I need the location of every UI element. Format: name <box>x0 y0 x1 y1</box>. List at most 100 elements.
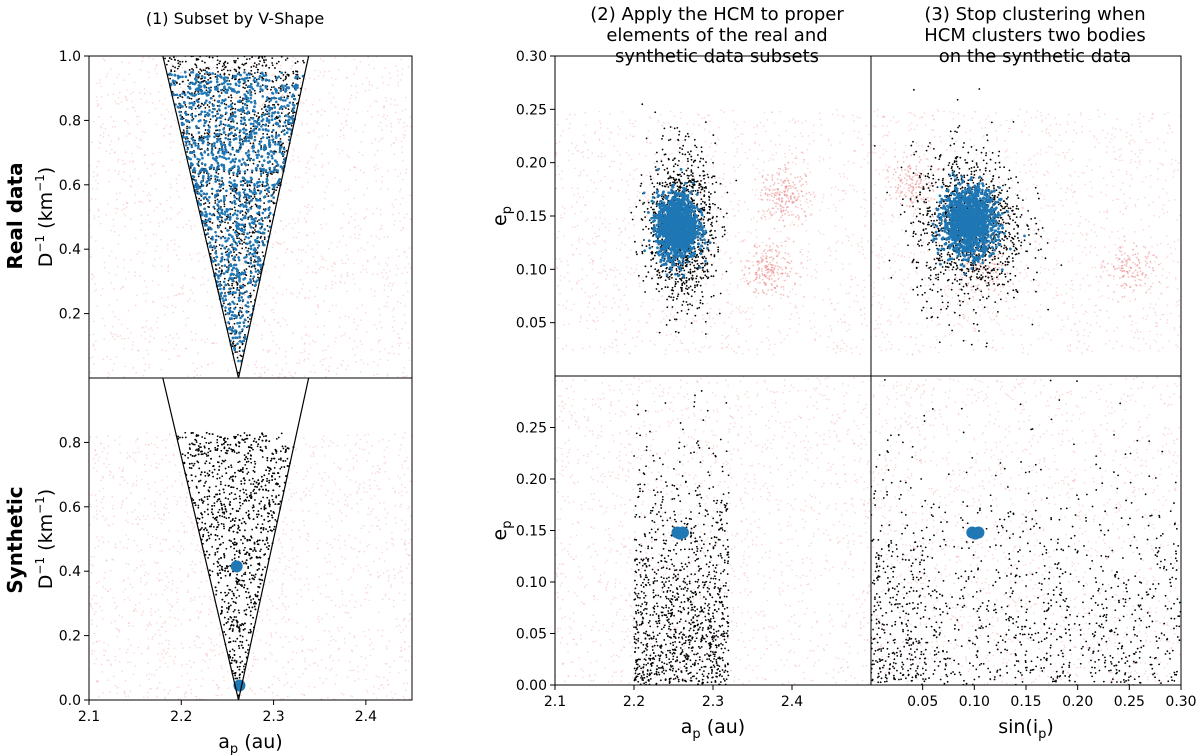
background-point <box>338 326 341 328</box>
subset-point <box>257 68 260 71</box>
cluster-point <box>243 71 246 74</box>
cluster-point <box>268 139 271 142</box>
subset-point <box>229 326 232 328</box>
background-point <box>140 222 143 225</box>
background-point <box>123 690 126 693</box>
background-point <box>178 258 181 261</box>
cluster-point <box>243 228 246 232</box>
cluster-point <box>216 203 219 206</box>
background-point <box>94 240 97 243</box>
background-point <box>378 350 381 353</box>
background-point <box>149 335 152 337</box>
background-point <box>259 610 261 613</box>
background-point <box>390 130 393 133</box>
background-point <box>363 171 365 174</box>
cluster-point <box>230 131 233 135</box>
cluster-point <box>246 76 249 80</box>
vshape-right-edge <box>237 56 310 378</box>
cluster-point <box>260 115 264 118</box>
background-point <box>306 110 309 113</box>
subset-point <box>195 66 198 69</box>
background-point <box>277 376 280 378</box>
background-point <box>317 615 320 618</box>
background-point <box>141 261 144 264</box>
background-point <box>191 155 194 157</box>
subset-point <box>231 208 234 211</box>
cluster-point <box>237 90 241 94</box>
subset-point <box>237 371 240 374</box>
cluster-point <box>267 152 271 156</box>
cluster-point <box>263 184 267 188</box>
background-point <box>331 84 334 86</box>
subset-point <box>263 61 266 64</box>
cluster-point <box>278 115 281 118</box>
subset-point <box>272 124 275 127</box>
background-point <box>334 261 336 264</box>
cluster-point <box>234 83 238 87</box>
background-point <box>132 159 134 162</box>
subset-point <box>245 84 248 87</box>
background-point <box>255 84 257 86</box>
cluster-point <box>232 138 236 141</box>
cluster-point <box>215 80 219 84</box>
background-point <box>183 187 186 189</box>
background-point <box>149 200 151 203</box>
background-point <box>136 123 139 126</box>
background-point <box>355 96 357 99</box>
background-point <box>379 468 382 471</box>
background-point <box>191 135 193 138</box>
background-point <box>185 496 188 498</box>
cluster-point <box>260 71 264 74</box>
background-point <box>281 590 284 592</box>
subset-point <box>208 182 211 185</box>
subset-point <box>236 286 239 289</box>
cluster-point <box>268 166 272 170</box>
cluster-point <box>212 166 216 170</box>
subset-point <box>239 238 242 241</box>
background-point <box>365 215 367 218</box>
col2-title-line2: elements of the real and <box>606 25 827 46</box>
cluster-point <box>184 143 188 147</box>
cluster-point <box>215 169 218 172</box>
cluster-point <box>273 183 276 187</box>
subset-point <box>222 123 225 126</box>
background-point <box>154 266 156 268</box>
cluster-point <box>249 131 253 135</box>
subset-point <box>188 69 191 71</box>
subset-point <box>249 142 252 145</box>
background-point <box>292 218 294 220</box>
cluster-point <box>231 300 234 304</box>
cluster-point <box>271 138 274 142</box>
background-point <box>301 124 304 127</box>
subset-point <box>247 320 250 323</box>
background-point <box>100 442 102 445</box>
subset-point <box>257 246 259 249</box>
cluster-point <box>266 183 270 187</box>
cluster-point <box>227 124 230 128</box>
cluster-point <box>266 171 270 175</box>
subset-point <box>248 188 251 191</box>
cluster-point <box>200 162 204 165</box>
background-point <box>230 296 232 298</box>
subset-point <box>223 203 226 206</box>
background-point <box>155 123 158 126</box>
cluster-point <box>195 184 198 187</box>
background-point <box>304 326 307 328</box>
background-point <box>92 171 95 173</box>
subset-point <box>231 77 234 80</box>
cluster-point <box>238 99 241 103</box>
background-point <box>112 477 114 479</box>
cluster-point <box>238 325 241 328</box>
subset-point <box>228 80 231 82</box>
background-point <box>89 371 92 374</box>
background-point <box>325 375 327 378</box>
background-point <box>341 590 343 592</box>
subset-point <box>245 90 248 93</box>
background-point <box>110 331 112 334</box>
background-point <box>282 572 285 575</box>
background-point <box>379 188 382 190</box>
background-point <box>381 175 384 178</box>
background-point <box>96 305 99 307</box>
background-point <box>321 446 324 449</box>
subset-point <box>223 141 226 144</box>
